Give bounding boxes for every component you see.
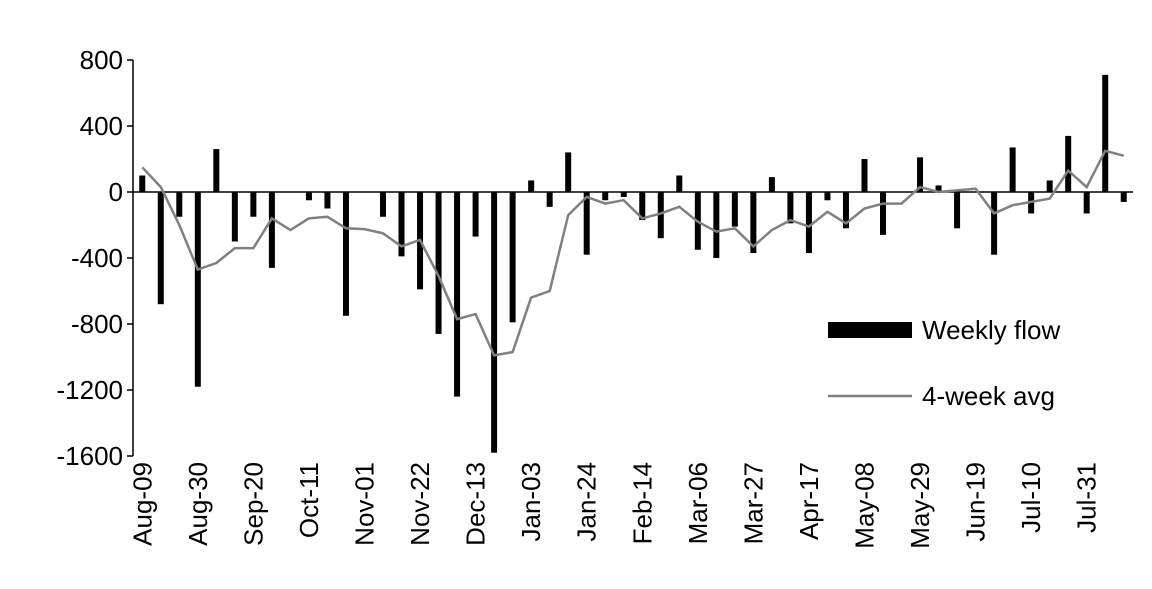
bar [750, 192, 757, 254]
bar [176, 192, 183, 217]
bar [657, 192, 664, 239]
bar [824, 192, 831, 201]
bar [435, 192, 442, 334]
bar [342, 192, 349, 316]
bar [639, 192, 646, 221]
bar [787, 192, 794, 224]
bar [305, 192, 312, 201]
y-tick-label: 400 [80, 111, 123, 141]
bar [602, 192, 609, 201]
bar [231, 192, 238, 242]
x-tick-label: Sep-20 [238, 462, 268, 546]
bar [1083, 192, 1090, 214]
bar [676, 175, 683, 192]
bar [713, 192, 720, 258]
bar [491, 192, 498, 453]
bar [213, 149, 220, 192]
x-tick-label: May-08 [849, 462, 879, 549]
legend-label: 4-week avg [922, 381, 1055, 411]
bar [157, 192, 164, 305]
bar [268, 192, 275, 268]
x-tick-label: Mar-27 [738, 462, 768, 544]
bar [935, 185, 942, 192]
x-tick-label: Feb-14 [627, 462, 657, 544]
x-tick-label: Nov-01 [349, 462, 379, 546]
bar [1009, 147, 1016, 192]
bar [380, 192, 386, 217]
y-tick-label: -1600 [57, 441, 124, 471]
x-tick-label: Jun-19 [961, 462, 991, 542]
y-tick-label: 800 [80, 45, 123, 75]
bar [565, 152, 572, 192]
x-tick-label: Jan-03 [516, 462, 546, 542]
legend-swatch [828, 322, 912, 338]
bar [398, 192, 405, 257]
bar [1120, 192, 1127, 202]
bar [472, 192, 479, 237]
y-tick-label: -800 [71, 309, 123, 339]
y-tick-label: 0 [109, 177, 123, 207]
bar [324, 192, 331, 209]
bar [861, 159, 868, 192]
bar [1065, 135, 1072, 192]
x-tick-label: Jul-31 [1072, 462, 1102, 533]
x-tick-label: Aug-09 [127, 462, 157, 546]
x-tick-label: Jan-24 [572, 462, 602, 542]
bar [1046, 180, 1053, 192]
x-tick-label: Mar-06 [683, 462, 713, 544]
bar [509, 192, 516, 323]
line [141, 149, 1125, 357]
bar [250, 192, 257, 217]
x-tick-label: Oct-11 [294, 462, 324, 538]
bar [731, 192, 738, 227]
x-tick-label: Nov-22 [405, 462, 435, 546]
legend-label: Weekly flow [922, 315, 1060, 345]
x-tick-label: Jul-10 [1016, 462, 1046, 533]
bar [1102, 74, 1109, 192]
y-tick-label: -1200 [57, 375, 124, 405]
bar [620, 192, 627, 197]
bar [546, 192, 553, 207]
bar [768, 177, 775, 192]
bar [805, 192, 812, 254]
bar [528, 180, 535, 192]
x-tick-label: Dec-13 [461, 462, 491, 546]
bar [991, 192, 998, 255]
bar [139, 175, 146, 192]
bar [954, 192, 961, 229]
y-tick-label: -400 [71, 243, 123, 273]
bar [194, 192, 201, 387]
bar [880, 192, 886, 235]
x-tick-label: Apr-17 [794, 462, 824, 540]
bar [917, 157, 924, 192]
x-tick-label: Aug-30 [183, 462, 213, 546]
bar [842, 192, 849, 229]
x-tick-label: May-29 [905, 462, 935, 549]
bar [583, 192, 590, 255]
bar [454, 192, 461, 397]
